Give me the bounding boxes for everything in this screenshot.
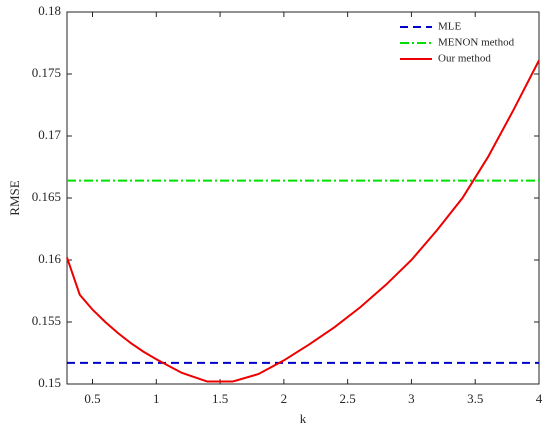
legend-label: Our method [438,53,491,65]
x-tick-label: 1.5 [212,391,228,406]
x-tick-label: 3.5 [467,391,483,406]
y-tick-label: 0.18 [38,3,61,18]
y-tick-label: 0.17 [38,127,61,142]
legend-label: MENON method [438,37,515,49]
y-tick-label: 0.15 [38,375,61,390]
x-tick-label: 0.5 [84,391,100,406]
y-tick-label: 0.16 [38,251,61,266]
series-line [66,59,540,383]
plot-area [66,11,540,385]
y-axis-label: RMSE [7,180,22,215]
x-axis-label: k [300,411,307,426]
x-tick-label: 1 [153,391,160,406]
y-tick-label: 0.155 [32,313,61,328]
y-tick-label: 0.175 [32,65,61,80]
x-tick-label: 2 [281,391,288,406]
legend-label: MLE [438,21,462,33]
y-tick-label: 0.165 [32,189,61,204]
x-tick-label: 3 [408,391,415,406]
x-tick-label: 4 [536,391,543,406]
x-tick-label: 2.5 [340,391,356,406]
